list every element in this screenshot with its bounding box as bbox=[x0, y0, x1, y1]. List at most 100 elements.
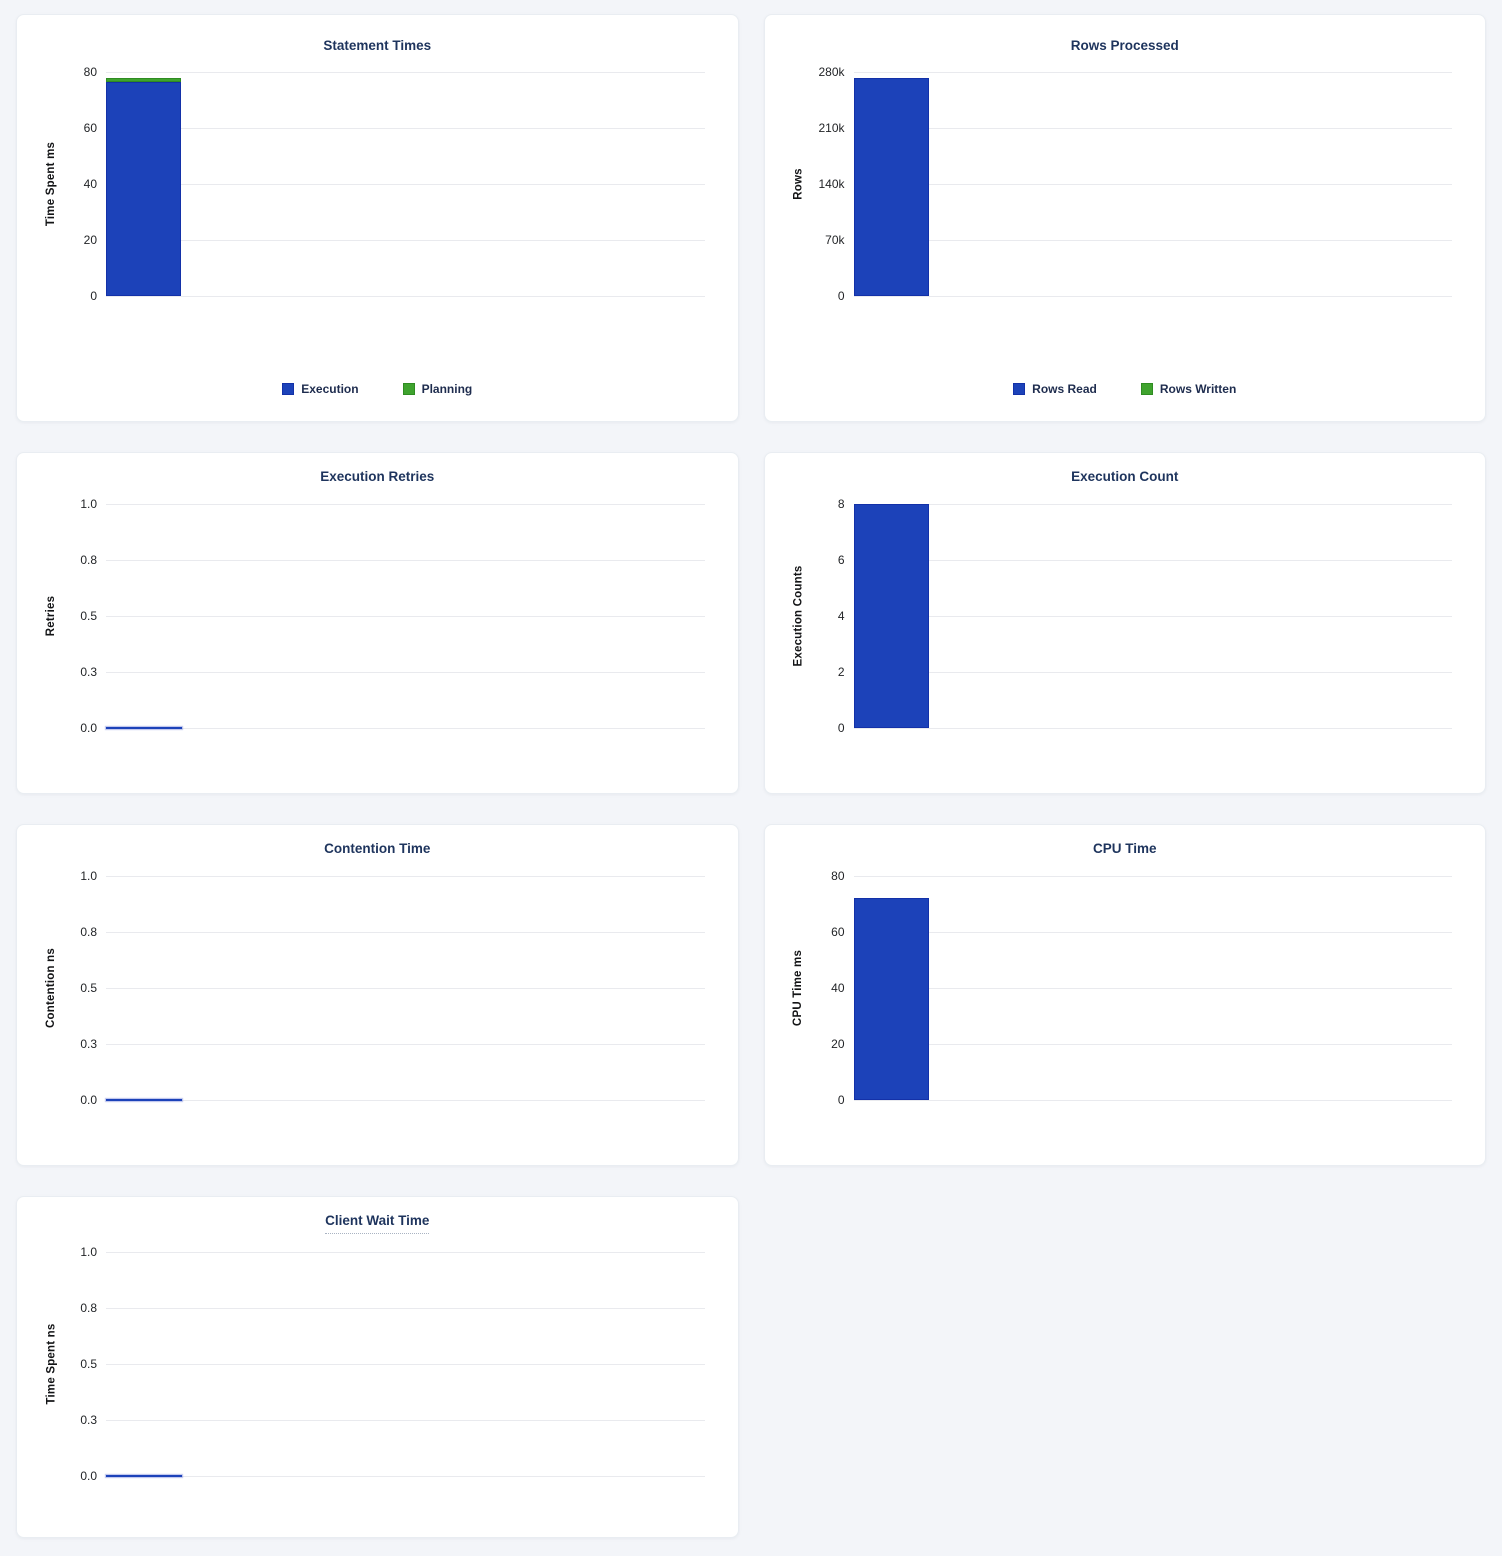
y-tick-label: 0 bbox=[837, 721, 845, 735]
chart-title-text: Statement Times bbox=[323, 38, 432, 53]
gridline bbox=[106, 876, 705, 877]
y-axis-label-text: Rows bbox=[792, 168, 805, 200]
gridline bbox=[106, 1420, 705, 1421]
y-axis-label-text: Contention ns bbox=[45, 948, 57, 1028]
y-tick-label: 60 bbox=[831, 925, 845, 939]
gridline bbox=[106, 616, 705, 617]
y-axis-label: Retries bbox=[40, 504, 62, 728]
plot-area: 1.0 0.8 0.5 0.3 0.0 Contention ns bbox=[45, 870, 705, 1106]
chart-legend: Execution Planning bbox=[17, 383, 738, 395]
chart-title-text: Rows Processed bbox=[1070, 38, 1179, 53]
y-tick-label: 20 bbox=[831, 1037, 845, 1051]
y-axis-label: Rows bbox=[788, 72, 810, 296]
y-tick-label: 1.0 bbox=[80, 497, 97, 511]
bar-planning bbox=[106, 78, 181, 82]
chart-title: Rows Processed bbox=[765, 15, 1486, 55]
plot-area: 280k 210k 140k 70k 0 Rows bbox=[793, 66, 1452, 302]
plot-area: 80 60 40 20 0 Time Spent ms bbox=[45, 66, 705, 302]
y-axis-label: Time Spent ms bbox=[40, 72, 62, 296]
legend-swatch-icon bbox=[402, 383, 415, 395]
gridline bbox=[853, 932, 1452, 933]
gridline bbox=[106, 128, 705, 129]
legend-item-execution: Execution bbox=[282, 383, 359, 395]
chart-panel-execution-retries: Execution Retries 1.0 0.8 0.5 0.3 0.0 Retries bbox=[16, 452, 739, 794]
chart-panel-contention-time: Contention Time 1.0 0.8 0.5 0.3 0.0 Contention… bbox=[16, 824, 739, 1166]
plot-area: 1.0 0.8 0.5 0.3 0.0 Time Spent ns bbox=[45, 1246, 705, 1482]
y-tick-label: 0.3 bbox=[80, 665, 97, 679]
gridline bbox=[106, 1044, 705, 1045]
zero-value-bar bbox=[106, 1099, 182, 1101]
chart-panel-statement-times: Statement Times 80 60 40 20 0 Time Spent ms Exe… bbox=[16, 14, 739, 422]
gridline bbox=[853, 672, 1452, 673]
y-tick-label: 80 bbox=[831, 869, 845, 883]
y-tick-label: 2 bbox=[837, 665, 845, 679]
y-axis-label: CPU Time ms bbox=[788, 876, 810, 1100]
y-axis-label: Contention ns bbox=[40, 876, 62, 1100]
bar-execution-count bbox=[853, 504, 929, 728]
gridline bbox=[106, 240, 705, 241]
gridline bbox=[853, 616, 1452, 617]
y-tick-label: 1.0 bbox=[80, 869, 97, 883]
plot-area: 8 6 4 2 0 Execution Counts bbox=[793, 498, 1452, 734]
y-axis-label: Time Spent ns bbox=[40, 1252, 62, 1476]
gridline bbox=[853, 72, 1452, 73]
legend-swatch-icon bbox=[1013, 383, 1026, 395]
chart-panel-rows-processed: Rows Processed 280k 210k 140k 70k 0 Rows Rows R… bbox=[763, 14, 1486, 422]
y-axis-label: Execution Counts bbox=[788, 504, 810, 728]
chart-panel-execution-count: Execution Count 8 6 4 2 0 Execution Counts bbox=[763, 452, 1486, 794]
y-axis-label-text: Retries bbox=[45, 595, 57, 637]
y-tick-label: 80 bbox=[83, 65, 97, 79]
gridline bbox=[106, 184, 705, 185]
legend-label: Rows Read bbox=[1032, 382, 1097, 396]
y-tick-label: 70k bbox=[825, 233, 845, 247]
y-tick-label: 0.5 bbox=[80, 609, 97, 623]
gridline bbox=[853, 1044, 1452, 1045]
y-tick-label: 0 bbox=[837, 289, 845, 303]
legend-item-planning: Planning bbox=[402, 383, 472, 395]
chart-title-text: Execution Count bbox=[1071, 469, 1179, 484]
y-tick-label: 0.8 bbox=[80, 553, 97, 567]
chart-title: Execution Retries bbox=[17, 453, 738, 486]
gridline bbox=[106, 1476, 705, 1477]
gridline bbox=[853, 560, 1452, 561]
y-tick-label: 210k bbox=[818, 121, 845, 135]
gridline bbox=[106, 728, 705, 729]
y-tick-label: 40 bbox=[831, 981, 845, 995]
gridline bbox=[106, 72, 705, 73]
legend-label: Rows Written bbox=[1159, 382, 1237, 396]
y-tick-label: 0.5 bbox=[80, 981, 97, 995]
plot-area: 80 60 40 20 0 CPU Time ms bbox=[793, 870, 1452, 1106]
chart-panel-cpu-time: CPU Time 80 60 40 20 0 CPU Time ms bbox=[763, 824, 1486, 1166]
y-tick-label: 60 bbox=[83, 121, 97, 135]
gridline bbox=[106, 560, 705, 561]
gridline bbox=[106, 296, 705, 297]
chart-legend: Rows Read Rows Written bbox=[765, 383, 1486, 395]
gridline bbox=[853, 128, 1452, 129]
gridline bbox=[853, 240, 1452, 241]
y-tick-label: 0.3 bbox=[80, 1413, 97, 1427]
y-axis-label-text: Time Spent ms bbox=[45, 141, 58, 227]
y-tick-label: 140k bbox=[818, 177, 845, 191]
y-tick-label: 1.0 bbox=[80, 1245, 97, 1259]
plot-area: 1.0 0.8 0.5 0.3 0.0 Retries bbox=[45, 498, 705, 734]
gridline bbox=[106, 1364, 705, 1365]
y-tick-label: 0.5 bbox=[80, 1357, 97, 1371]
bar-execution bbox=[106, 82, 181, 296]
gridline bbox=[106, 1308, 705, 1309]
gridline bbox=[106, 672, 705, 673]
chart-title-tooltip-link[interactable]: Client Wait Time bbox=[325, 1212, 430, 1234]
gridline bbox=[106, 988, 705, 989]
gridline bbox=[853, 1100, 1452, 1101]
y-tick-label: 0.3 bbox=[80, 1037, 97, 1051]
gridline bbox=[853, 504, 1452, 505]
gridline bbox=[853, 728, 1452, 729]
chart-title: Execution Count bbox=[765, 453, 1486, 486]
y-tick-label: 8 bbox=[837, 497, 845, 511]
bar-cpu-time bbox=[853, 898, 929, 1100]
y-axis-label-text: CPU Time ms bbox=[792, 949, 805, 1027]
legend-item-rows-read: Rows Read bbox=[1013, 383, 1097, 395]
gridline bbox=[853, 184, 1452, 185]
gridline bbox=[106, 932, 705, 933]
